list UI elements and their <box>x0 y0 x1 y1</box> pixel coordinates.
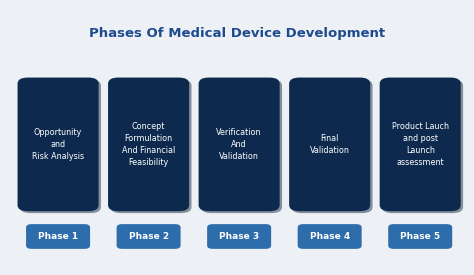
FancyBboxPatch shape <box>110 79 191 213</box>
Text: Opportunity
and
Risk Analysis: Opportunity and Risk Analysis <box>32 128 84 161</box>
FancyBboxPatch shape <box>201 79 282 213</box>
Text: Phase 2: Phase 2 <box>128 232 169 241</box>
Text: Product Lauch
and post
Launch
assessment: Product Lauch and post Launch assessment <box>392 122 449 167</box>
Text: Final
Validation: Final Validation <box>310 134 350 155</box>
FancyBboxPatch shape <box>117 224 181 249</box>
FancyBboxPatch shape <box>199 78 280 211</box>
FancyBboxPatch shape <box>108 78 189 211</box>
FancyBboxPatch shape <box>289 78 370 211</box>
FancyBboxPatch shape <box>20 79 101 213</box>
FancyBboxPatch shape <box>18 78 99 211</box>
FancyBboxPatch shape <box>380 78 461 211</box>
FancyBboxPatch shape <box>207 224 271 249</box>
Text: Phase 3: Phase 3 <box>219 232 259 241</box>
FancyBboxPatch shape <box>292 79 373 213</box>
Text: Phases Of Medical Device Development: Phases Of Medical Device Development <box>89 26 385 40</box>
FancyBboxPatch shape <box>382 79 463 213</box>
Text: Phase 4: Phase 4 <box>310 232 350 241</box>
Text: Concept
Formulation
And Financial
Feasibility: Concept Formulation And Financial Feasib… <box>122 122 175 167</box>
Text: Phase 1: Phase 1 <box>38 232 78 241</box>
Text: Verification
And
Validation: Verification And Validation <box>217 128 262 161</box>
FancyBboxPatch shape <box>26 224 90 249</box>
FancyBboxPatch shape <box>388 224 452 249</box>
Text: Phase 5: Phase 5 <box>400 232 440 241</box>
FancyBboxPatch shape <box>298 224 362 249</box>
